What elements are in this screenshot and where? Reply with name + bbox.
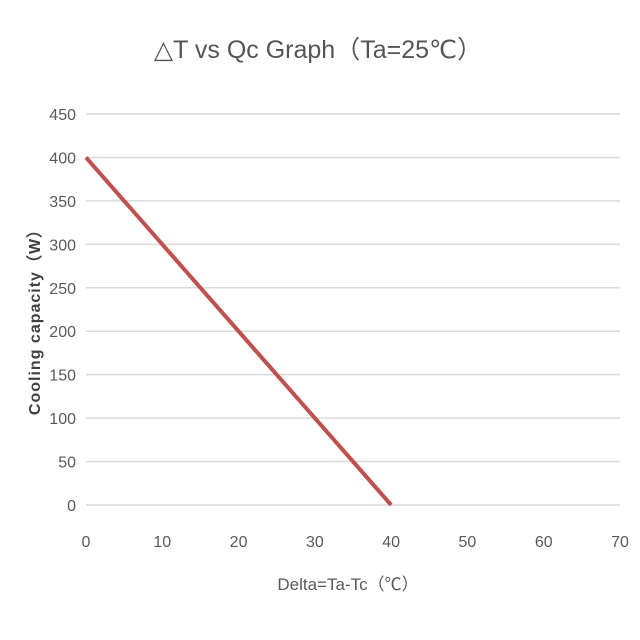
y-tick-labels: 0 50 100 150 200 250 300 350 400 450 bbox=[49, 107, 76, 515]
x-tick-label: 70 bbox=[611, 534, 629, 551]
y-tick-label: 100 bbox=[49, 411, 76, 428]
y-tick-label: 250 bbox=[49, 281, 76, 298]
x-tick-labels: 0 10 20 30 40 50 60 70 bbox=[82, 534, 629, 551]
x-tick-label: 40 bbox=[382, 534, 400, 551]
x-tick-label: 0 bbox=[82, 534, 91, 551]
y-tick-label: 400 bbox=[49, 150, 76, 167]
y-axis-label: Cooling capacity（W） bbox=[26, 221, 44, 415]
y-tick-label: 350 bbox=[49, 194, 76, 211]
x-tick-label: 30 bbox=[306, 534, 324, 551]
x-tick-label: 60 bbox=[535, 534, 553, 551]
chart-title: △T vs Qc Graph（Ta=25℃） bbox=[154, 36, 482, 64]
x-tick-label: 20 bbox=[230, 534, 248, 551]
gridlines bbox=[86, 113, 620, 506]
y-tick-label: 200 bbox=[49, 324, 76, 341]
x-axis-label: Delta=Ta-Tc（℃） bbox=[277, 575, 418, 594]
series-layer bbox=[84, 156, 393, 507]
y-tick-label: 300 bbox=[49, 237, 76, 254]
y-tick-label: 150 bbox=[49, 368, 76, 385]
x-tick-label: 10 bbox=[153, 534, 171, 551]
y-tick-label: 0 bbox=[67, 498, 76, 515]
x-tick-label: 50 bbox=[459, 534, 477, 551]
series-line-0 bbox=[84, 156, 393, 507]
y-tick-label: 450 bbox=[49, 107, 76, 124]
y-tick-label: 50 bbox=[58, 455, 76, 472]
